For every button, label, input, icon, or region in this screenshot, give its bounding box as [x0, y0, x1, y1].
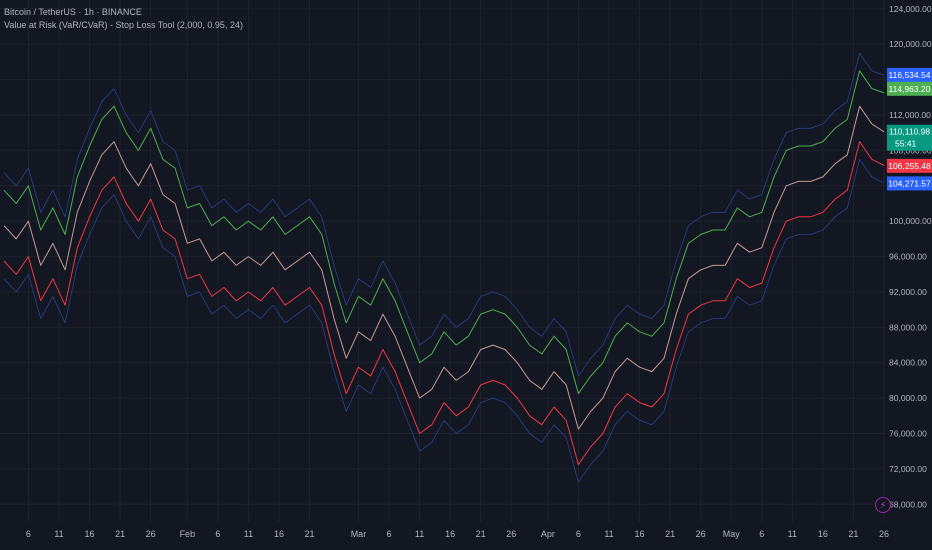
x-tick-label: Feb	[180, 529, 196, 539]
x-tick-label: 26	[506, 529, 516, 539]
price-badge-bg	[887, 81, 932, 96]
price-badge-last: 110,110.98 55:41	[887, 124, 932, 151]
price-badge-bg	[887, 176, 932, 191]
x-tick-label: 26	[696, 529, 706, 539]
price-badge-lower: 106,255.48	[887, 158, 932, 173]
series-line	[3, 52, 885, 377]
x-tick-label: 11	[788, 529, 797, 539]
x-tick-label: 21	[115, 529, 125, 539]
price-badge-text: 114,963.20	[889, 84, 931, 94]
x-tick-label: 21	[848, 529, 858, 539]
x-tick-label: 21	[305, 529, 315, 539]
x-tick-label: 26	[146, 529, 156, 539]
x-tick-label: May	[723, 529, 741, 539]
series-line	[3, 105, 885, 430]
y-tick-label: 72,000.00	[889, 464, 927, 474]
price-badge-bg	[887, 124, 932, 151]
x-tick-label: 21	[476, 529, 486, 539]
y-tick-label: 88,000.00	[889, 322, 927, 332]
x-tick-label: Apr	[541, 529, 555, 539]
chart-series-group	[3, 52, 885, 483]
price-badge-outer-lower: 104,271.57	[887, 176, 932, 191]
price-badges: 116,534.54 114,963.20 110,110.98 55:41 106,2…	[887, 67, 932, 191]
symbol-title[interactable]: Bitcoin / TetherUS · 1h · BINANCE	[4, 7, 142, 17]
x-tick-label: 11	[244, 529, 253, 539]
x-tick-label: 6	[759, 529, 764, 539]
y-tick-label: 96,000.00	[889, 252, 927, 262]
x-tick-label: 11	[415, 529, 424, 539]
y-tick-label: 84,000.00	[889, 358, 927, 368]
price-badge-bg	[887, 158, 932, 173]
price-badge-bg	[887, 67, 932, 82]
time-axis[interactable]: 6 11 16 21 26 Feb 6 11 16 21 Mar 6 11 16 21 26 Apr 6 11 16 2…	[26, 529, 889, 539]
x-tick-label: 16	[274, 529, 284, 539]
x-tick-label: 11	[54, 529, 63, 539]
indicator-title[interactable]: Value at Risk (VaR/CVaR) - Stop Loss Too…	[4, 20, 243, 30]
price-badge-outer-upper: 116,534.54	[887, 67, 932, 82]
y-tick-label: 124,000.00	[889, 4, 932, 14]
price-badge-text: 104,271.57	[888, 178, 931, 188]
y-tick-label: 68,000.00	[889, 499, 927, 509]
price-badge-text: 106,255.48	[888, 161, 931, 171]
x-tick-label: 6	[26, 529, 31, 539]
series-line	[3, 70, 885, 395]
y-tick-label: 120,000.00	[889, 39, 932, 49]
x-tick-label: 11	[604, 529, 613, 539]
price-badge-upper: 114,963.20	[887, 81, 932, 96]
series-line	[3, 141, 885, 465]
x-tick-label: 26	[879, 529, 889, 539]
y-tick-label: 92,000.00	[889, 287, 927, 297]
price-badge-text: 110,110.98	[889, 127, 931, 137]
x-tick-label: 16	[85, 529, 95, 539]
price-badge-countdown: 55:41	[895, 139, 917, 149]
y-tick-label: 76,000.00	[889, 429, 927, 439]
chart-grid	[0, 0, 886, 522]
x-tick-label: 21	[665, 529, 675, 539]
price-badge-text: 116,534.54	[889, 70, 931, 80]
y-tick-label: 80,000.00	[889, 393, 927, 403]
series-line	[3, 158, 885, 483]
x-tick-label: 6	[215, 529, 220, 539]
x-tick-label: 16	[445, 529, 455, 539]
y-tick-label: 100,000.00	[889, 216, 932, 226]
x-tick-label: Mar	[351, 529, 367, 539]
x-tick-label: 6	[386, 529, 391, 539]
chart-legend: Bitcoin / TetherUS · 1h · BINANCE Value …	[4, 6, 243, 32]
x-tick-label: 16	[635, 529, 645, 539]
lightning-alert-icon[interactable]: ⚡	[875, 497, 891, 513]
y-tick-label: 112,000.00	[889, 110, 931, 120]
x-tick-label: 16	[818, 529, 828, 539]
x-tick-label: 6	[576, 529, 581, 539]
